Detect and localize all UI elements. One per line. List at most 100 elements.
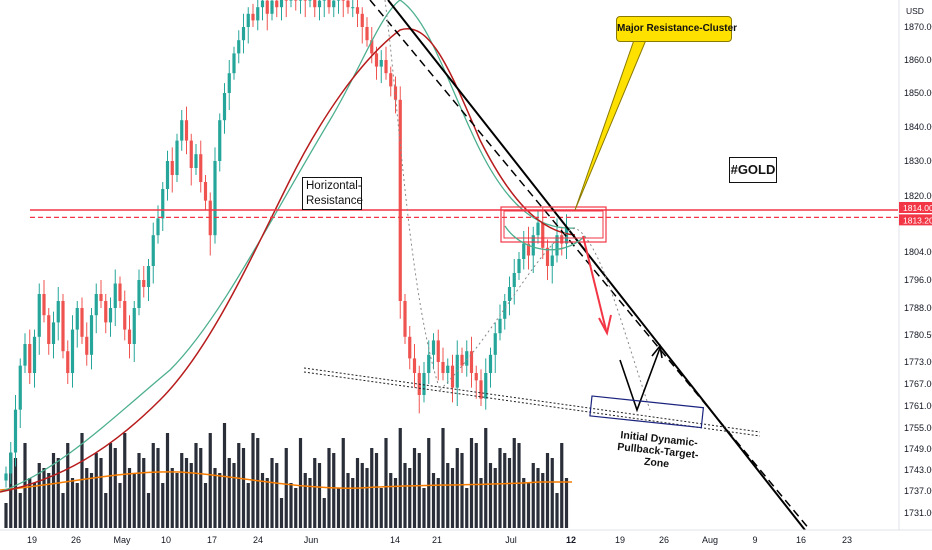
candle-body (507, 287, 512, 301)
candle-body (512, 273, 516, 287)
volume-bar (165, 433, 170, 528)
volume-bar (450, 468, 455, 528)
volume-bar (313, 458, 317, 528)
volume-bar (346, 473, 350, 528)
price-tick-label: 1749.00 (904, 444, 932, 454)
volume-bar (108, 443, 113, 528)
volume-bar (104, 493, 108, 528)
volume-bar (465, 488, 469, 528)
resistance-cluster-box[interactable] (500, 206, 607, 243)
down-arrow-line[interactable] (582, 235, 607, 331)
volume-bar (213, 468, 217, 528)
candle-body (56, 301, 60, 323)
ma-fast-line-2 (399, 0, 576, 229)
candle-body (545, 247, 550, 266)
candle-body (294, 0, 298, 1)
volume-bar (180, 453, 184, 528)
candle-body (227, 73, 231, 93)
support-line-1[interactable] (303, 367, 761, 433)
volume-bar (132, 473, 136, 528)
candle-body (161, 189, 165, 219)
volume-bar (479, 478, 483, 528)
time-axis[interactable]: 19 26 May 10 17 24 Jun 14 21 Jul 12 19 26 Aug 9 16 23 (0, 529, 932, 545)
volume-bar (365, 468, 369, 528)
price-tick-label: 1830.00 (904, 156, 932, 166)
time-tick-label: 9 (752, 535, 757, 545)
trendline-solid[interactable] (387, 0, 806, 531)
time-tick-label: Jul (505, 535, 517, 545)
price-axis[interactable]: 1870.00 1860.00 1850.00 1840.00 1830.00 1820.… (898, 0, 932, 530)
resistance-cluster-box-inner[interactable] (503, 210, 604, 239)
horizontal-resistance-line-2: Resistance (306, 195, 363, 207)
candle-body (51, 322, 56, 344)
support-line-2[interactable] (303, 371, 761, 437)
candle-body (460, 354, 464, 366)
candle-body (379, 60, 383, 67)
horizontal-resistance-label[interactable]: Horizontal- Resistance (302, 177, 363, 210)
candle-body (308, 0, 312, 1)
candle-body (341, 0, 345, 1)
candle-body (123, 301, 127, 330)
v-bounce-arrowhead[interactable] (651, 344, 663, 359)
candle-body (531, 235, 535, 256)
candle-body (427, 354, 431, 373)
price-tag[interactable] (899, 214, 932, 226)
candle-body (165, 161, 170, 189)
volume-bar (61, 493, 65, 528)
price-tag[interactable] (899, 202, 932, 213)
volume-bar (89, 473, 94, 528)
candles-layer (4, 0, 569, 488)
candle-body (360, 13, 364, 27)
candle-body (436, 340, 440, 362)
candle-body (180, 120, 184, 141)
volume-bar (488, 463, 493, 528)
gold-tag[interactable]: #GOLD (729, 157, 777, 183)
candle-body (260, 0, 265, 8)
candle-body (194, 154, 198, 168)
candle-body (4, 473, 8, 481)
candle-body (170, 161, 174, 175)
major-resistance-callout[interactable]: Major Resistance-Cluster (616, 16, 737, 42)
volume-bar (161, 483, 165, 528)
candle-body (465, 351, 469, 366)
volume-bar (455, 448, 459, 528)
candle-body (517, 259, 521, 273)
volume-bar (94, 453, 98, 528)
candle-body (104, 301, 108, 323)
volume-bar (189, 463, 193, 528)
down-arrow-head[interactable] (598, 314, 612, 336)
candle-body (47, 315, 51, 344)
candle-body (322, 0, 326, 1)
time-tick-label: Aug (702, 535, 718, 545)
v-bounce-path[interactable] (619, 347, 661, 413)
candle-body (151, 235, 155, 266)
moving-averages (0, 0, 576, 493)
candle-body (298, 0, 303, 1)
volume-ma-line (0, 471, 572, 491)
volume-bar (436, 478, 440, 528)
candle-body (175, 140, 179, 175)
volume-bar (246, 483, 250, 528)
volume-bar (555, 493, 559, 528)
volume-bar (298, 438, 303, 528)
candle-body (446, 365, 450, 373)
price-tick-label: 1788.00 (904, 303, 932, 313)
candle-body (18, 365, 22, 410)
candle-body (398, 99, 402, 301)
candle-body (479, 380, 483, 399)
candle-body (241, 27, 246, 41)
price-tick-label: 1731.00 (904, 508, 932, 518)
target-zone-box[interactable] (589, 395, 705, 429)
candle-body (85, 336, 89, 355)
price-tick-label: 1850.00 (904, 88, 932, 98)
price-tick-label: 1860.00 (904, 55, 932, 65)
candle-body (384, 60, 388, 74)
price-tick-label: 1804.00 (904, 247, 932, 257)
candle-body (42, 294, 46, 316)
volume-bar (156, 448, 160, 528)
price-tick-label: 1796.00 (904, 275, 932, 285)
volume-bar (237, 443, 241, 528)
candle-body (137, 280, 141, 308)
candle-body (522, 243, 526, 259)
